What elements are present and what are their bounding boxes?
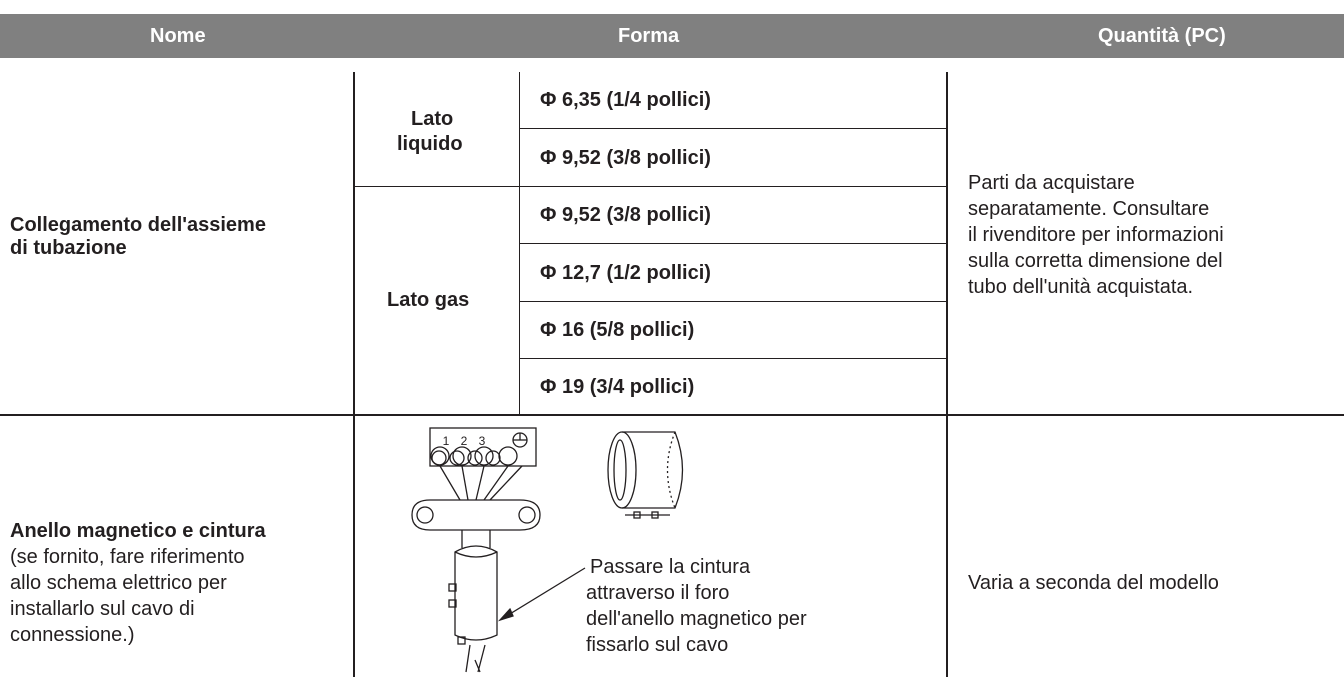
quantita: Varia a seconda del modello xyxy=(968,572,1219,594)
size: Φ 19 (3/4 pollici) xyxy=(540,376,695,398)
quantita-line: separatamente. Consultare xyxy=(968,198,1210,220)
nome-note: connessione.) xyxy=(10,624,135,646)
quantita-line: il rivenditore per informazioni xyxy=(968,224,1224,246)
caption: Passare la cintura xyxy=(590,556,751,578)
size: Φ 6,35 (1/4 pollici) xyxy=(540,89,711,111)
terminal-label: 2 xyxy=(461,434,468,448)
size: Φ 12,7 (1/2 pollici) xyxy=(540,262,711,284)
border xyxy=(353,186,947,187)
quantita-line: sulla corretta dimensione del xyxy=(968,250,1223,272)
nome-title: Anello magnetico e cintura xyxy=(10,520,266,542)
header-bar xyxy=(0,14,1344,58)
caption: fissarlo sul cavo xyxy=(586,634,729,656)
border xyxy=(519,243,947,244)
nome-line: di tubazione xyxy=(10,237,127,259)
nome-line: Collegamento dell'assieme xyxy=(10,214,266,236)
quantita-line: Parti da acquistare xyxy=(968,172,1135,194)
header-nome: Nome xyxy=(150,25,206,47)
header-quantita: Quantità (PC) xyxy=(1098,25,1226,47)
terminal-label: 3 xyxy=(479,434,486,448)
nome-note: (se fornito, fare riferimento xyxy=(10,546,245,568)
border xyxy=(519,301,947,302)
group-label: Lato gas xyxy=(387,289,470,311)
border xyxy=(519,358,947,359)
group-label: Lato xyxy=(411,108,454,130)
caption: attraverso il foro xyxy=(586,582,730,604)
size: Φ 9,52 (3/8 pollici) xyxy=(540,147,711,169)
border xyxy=(353,72,355,677)
nome-note: installarlo sul cavo di xyxy=(10,598,195,620)
nome-note: allo schema elettrico per xyxy=(10,572,227,594)
border xyxy=(0,414,1344,416)
size: Φ 16 (5/8 pollici) xyxy=(540,319,695,341)
quantita-line: tubo dell'unità acquistata. xyxy=(968,276,1194,298)
header-forma: Forma xyxy=(618,25,680,47)
size: Φ 9,52 (3/8 pollici) xyxy=(540,204,711,226)
terminal-label: 1 xyxy=(443,434,450,448)
caption: dell'anello magnetico per xyxy=(586,608,807,630)
group-label: liquido xyxy=(397,133,463,155)
border xyxy=(519,128,947,129)
border xyxy=(946,72,948,677)
